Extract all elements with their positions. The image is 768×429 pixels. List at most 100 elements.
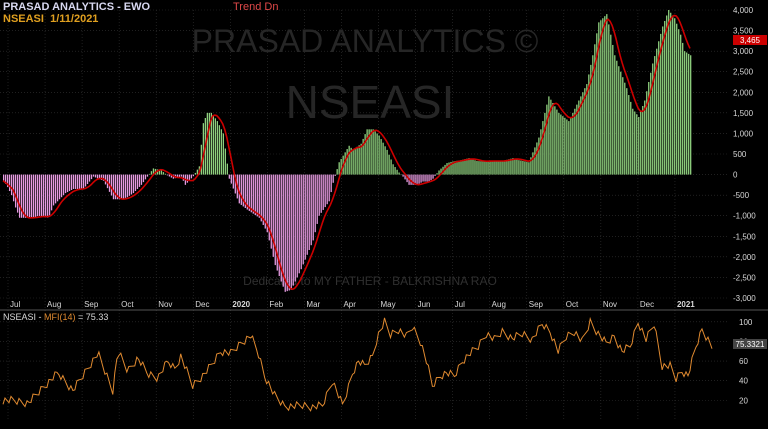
ewo-bar <box>312 174 314 241</box>
ewo-bar <box>600 20 602 175</box>
mfi-y-tick-label: 60 <box>739 357 748 366</box>
ewo-bar <box>684 51 686 175</box>
ewo-bar <box>490 160 492 175</box>
x-tick-label: Jul <box>10 300 20 309</box>
ewo-bar <box>574 108 576 175</box>
x-tick-label: Jun <box>418 300 431 309</box>
ewo-bar <box>616 60 618 175</box>
ewo-bar <box>88 174 91 182</box>
ewo-bar <box>224 148 226 175</box>
ewo-bar <box>592 55 594 175</box>
ewo-bar <box>128 174 131 196</box>
ewo-bar <box>230 174 232 184</box>
ewo-bar <box>94 174 97 178</box>
ewo-bar <box>122 174 125 199</box>
x-tick-label: Oct <box>566 300 579 309</box>
ewo-bar <box>112 174 115 200</box>
ewo-bar <box>194 172 197 175</box>
x-tick-label: Apr <box>343 300 356 309</box>
ewo-bar <box>274 174 276 266</box>
ewo-bar <box>3 174 5 181</box>
ewo-bar <box>588 74 590 175</box>
ewo-bar <box>566 119 568 175</box>
ewo-y-tick-label: -3,000 <box>733 294 756 303</box>
ewo-bar <box>570 116 572 175</box>
ewo-y-tick-label: -2,000 <box>733 253 756 262</box>
ewo-bar <box>118 174 121 200</box>
ewo-bar <box>618 66 620 175</box>
ewo-bar <box>630 101 632 175</box>
ewo-bar <box>642 106 644 175</box>
ewo-bar <box>362 138 364 175</box>
x-tick-label: Jul <box>455 300 465 309</box>
ewo-bar <box>398 172 400 175</box>
ewo-bar <box>536 142 538 175</box>
date-label: 1/11/2021 <box>50 13 99 25</box>
ewo-bar <box>278 174 280 277</box>
ewo-bar <box>330 174 332 193</box>
ewo-bar <box>478 161 480 175</box>
ewo-bar <box>320 174 322 213</box>
ewo-bar <box>326 174 328 205</box>
ewo-bar <box>376 133 378 175</box>
ewo-bar <box>682 42 684 175</box>
ewo-bar <box>464 159 466 175</box>
ewo-bar <box>472 159 474 175</box>
ewo-bar <box>548 96 550 175</box>
ewo-bar <box>140 174 143 185</box>
ewo-bar <box>262 174 264 225</box>
x-tick-label: May <box>381 300 396 309</box>
ewo-bar <box>528 162 530 175</box>
ewo-bar <box>620 71 622 175</box>
ewo-bar <box>590 64 592 175</box>
ewo-bar <box>662 26 664 175</box>
trend-signal: Trend Dn <box>233 1 279 13</box>
ewo-bar <box>554 106 556 175</box>
ewo-bar <box>420 174 422 183</box>
ewo-bar <box>540 129 542 175</box>
ewo-bar <box>364 134 366 175</box>
ewo-bar <box>516 159 518 175</box>
ewo-bar <box>150 171 153 175</box>
ewo-bar <box>632 108 634 175</box>
x-axis: Jul Aug Sep Oct Nov Dec 2020 Feb Mar Apr May Jun Jul… <box>10 300 695 309</box>
ewo-bar <box>602 18 604 175</box>
ewo-bar <box>496 160 498 175</box>
ewo-bar <box>634 111 636 175</box>
ewo-bar <box>14 174 17 208</box>
ewo-bar <box>288 174 290 291</box>
ewo-bar <box>674 18 676 175</box>
x-tick-label: Nov <box>158 300 172 309</box>
ewo-bar <box>84 174 87 187</box>
ewo-bar <box>256 174 258 217</box>
ewo-bar <box>282 174 284 287</box>
ewo-bar <box>136 174 139 189</box>
ewo-bar <box>390 159 392 175</box>
x-tick-label: 2021 <box>677 300 695 309</box>
ewo-bar <box>164 173 167 175</box>
ewo-bar <box>188 174 191 181</box>
ewo-bar <box>52 174 55 206</box>
ewo-bar <box>6 174 9 187</box>
ewo-bar <box>670 12 672 175</box>
ewo-bar <box>422 174 424 182</box>
mfi-symbol: NSEASI <box>3 312 37 322</box>
ewo-bar <box>44 174 47 218</box>
ewo-bar <box>378 135 380 175</box>
ewo-bar <box>192 174 195 177</box>
ewo-bar <box>28 174 31 218</box>
ewo-bar <box>448 162 450 175</box>
ewo-bar <box>268 174 270 241</box>
x-tick-label: Dec <box>640 300 654 309</box>
ewo-bar <box>276 174 278 271</box>
ewo-bar <box>638 116 640 175</box>
ewo-value-tag <box>733 35 767 45</box>
ewo-bar <box>316 174 318 224</box>
ewo-bar <box>460 160 462 175</box>
ewo-bar <box>334 174 336 176</box>
ewo-bar <box>228 174 230 179</box>
ewo-bar <box>80 174 83 189</box>
ewo-bar <box>418 174 420 184</box>
ewo-bar <box>506 159 508 175</box>
ewo-bar <box>660 33 662 175</box>
